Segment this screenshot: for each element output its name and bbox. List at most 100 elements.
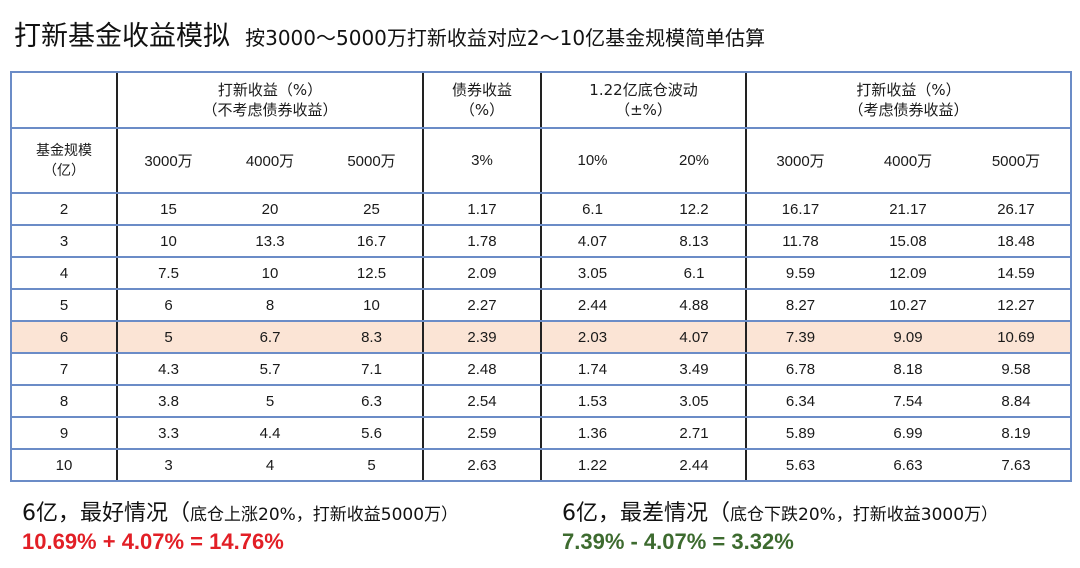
- best-case-equation: 10.69% + 4.07% = 14.76%: [22, 529, 284, 554]
- cell: 4.07: [643, 320, 746, 354]
- cell: 4: [219, 448, 321, 482]
- cell: 8.84: [962, 384, 1072, 418]
- cell-size: 2: [10, 192, 117, 226]
- table-row: 2 15 20 25 1.17 6.1 12.2 16.17 21.17 26.…: [10, 192, 1072, 226]
- cell: 7.5: [116, 256, 219, 290]
- cell: 8.18: [854, 352, 962, 386]
- cell: 8.13: [643, 224, 746, 258]
- cell: 3.3: [116, 416, 219, 450]
- cell: 15: [116, 192, 219, 226]
- cell: 3.05: [643, 384, 746, 418]
- cell: 2.03: [540, 320, 643, 354]
- subheader-total-4000: 4000万: [854, 127, 962, 194]
- cell: 9.59: [745, 256, 854, 290]
- title-main: 打新基金收益模拟: [14, 21, 230, 52]
- cell: 12.5: [321, 256, 423, 290]
- cell-size: 10: [10, 448, 117, 482]
- cell: 5: [321, 448, 423, 482]
- subheader-total-5000: 5000万: [962, 127, 1072, 194]
- cell: 6.1: [540, 192, 643, 226]
- cell: 2.44: [643, 448, 746, 482]
- cell: 4.3: [116, 352, 219, 386]
- cell: 1.36: [540, 416, 643, 450]
- cell: 18.48: [962, 224, 1072, 258]
- cell: 1.53: [540, 384, 643, 418]
- cell: 4.4: [219, 416, 321, 450]
- cell: 12.2: [643, 192, 746, 226]
- cell: 6.1: [643, 256, 746, 290]
- page-title: 打新基金收益模拟 按3000～5000万打新收益对应2～10亿基金规模简单估算: [14, 14, 765, 54]
- subheader-ipo-4000: 4000万: [219, 127, 321, 194]
- cell: 4.07: [540, 224, 643, 258]
- cell: 10: [219, 256, 321, 290]
- subheader-base-20pct: 20%: [643, 127, 746, 194]
- header-fund-size: 基金规模 （亿）: [10, 127, 117, 194]
- table-row: 8 3.8 5 6.3 2.54 1.53 3.05 6.34 7.54 8.8…: [10, 384, 1072, 418]
- cell: 7.63: [962, 448, 1072, 482]
- cell: 16.7: [321, 224, 423, 258]
- title-subtitle: 按3000～5000万打新收益对应2～10亿基金规模简单估算: [245, 26, 766, 50]
- cell: 15.08: [854, 224, 962, 258]
- worst-case-heading: 6亿，最差情况（底仓下跌20%，打新收益3000万）: [562, 501, 999, 526]
- worst-case-equation: 7.39% - 4.07% = 3.32%: [562, 529, 794, 554]
- cell: 2.27: [422, 288, 541, 322]
- subheader-ipo-3000: 3000万: [116, 127, 219, 194]
- corner-cell: [10, 71, 117, 129]
- cell: 5.63: [745, 448, 854, 482]
- cell: 10: [321, 288, 423, 322]
- cell: 2.39: [422, 320, 541, 354]
- cell: 5.7: [219, 352, 321, 386]
- cell: 6.7: [219, 320, 321, 354]
- cell: 3.8: [116, 384, 219, 418]
- cell: 4.88: [643, 288, 746, 322]
- cell: 20: [219, 192, 321, 226]
- cell: 2.44: [540, 288, 643, 322]
- table-row-highlighted: 6 5 6.7 8.3 2.39 2.03 4.07 7.39 9.09 10.…: [10, 320, 1072, 354]
- cell: 8.3: [321, 320, 423, 354]
- subheader-bond-3pct: 3%: [422, 127, 541, 194]
- cell-size: 6: [10, 320, 117, 354]
- header-base-volatility: 1.22亿底仓波动 （±%）: [540, 71, 746, 129]
- cell: 5: [116, 320, 219, 354]
- cell: 5.89: [745, 416, 854, 450]
- cell: 10.69: [962, 320, 1072, 354]
- cell: 7.1: [321, 352, 423, 386]
- worst-case-note: 6亿，最差情况（底仓下跌20%，打新收益3000万） 7.39% - 4.07%…: [562, 495, 998, 555]
- cell: 26.17: [962, 192, 1072, 226]
- cell: 1.22: [540, 448, 643, 482]
- cell-size: 3: [10, 224, 117, 258]
- cell: 7.39: [745, 320, 854, 354]
- table-row: 3 10 13.3 16.7 1.78 4.07 8.13 11.78 15.0…: [10, 224, 1072, 258]
- cell: 12.09: [854, 256, 962, 290]
- cell: 2.63: [422, 448, 541, 482]
- cell: 8.19: [962, 416, 1072, 450]
- best-case-heading: 6亿，最好情况（底仓上涨20%，打新收益5000万）: [22, 501, 459, 526]
- header-ipo-no-bond: 打新收益（%） （不考虑债券收益）: [116, 71, 423, 129]
- cell: 2.09: [422, 256, 541, 290]
- cell: 8: [219, 288, 321, 322]
- cell: 9.58: [962, 352, 1072, 386]
- cell: 7.54: [854, 384, 962, 418]
- cell: 6: [116, 288, 219, 322]
- subheader-base-10pct: 10%: [540, 127, 643, 194]
- cell: 3: [116, 448, 219, 482]
- cell: 10: [116, 224, 219, 258]
- cell: 2.59: [422, 416, 541, 450]
- cell: 1.78: [422, 224, 541, 258]
- subheader-ipo-5000: 5000万: [321, 127, 423, 194]
- cell: 3.05: [540, 256, 643, 290]
- group-header-row: 打新收益（%） （不考虑债券收益） 债券收益 （%） 1.22亿底仓波动 （±%…: [10, 71, 1072, 129]
- ipo-fund-return-table: 打新收益（%） （不考虑债券收益） 债券收益 （%） 1.22亿底仓波动 （±%…: [10, 71, 1072, 482]
- cell: 6.63: [854, 448, 962, 482]
- cell: 6.99: [854, 416, 962, 450]
- cell-size: 7: [10, 352, 117, 386]
- header-ipo-with-bond: 打新收益（%） （考虑债券收益）: [745, 71, 1072, 129]
- table-row: 5 6 8 10 2.27 2.44 4.88 8.27 10.27 12.27: [10, 288, 1072, 322]
- header-bond: 债券收益 （%）: [422, 71, 541, 129]
- cell: 3.49: [643, 352, 746, 386]
- cell: 6.34: [745, 384, 854, 418]
- table-row: 4 7.5 10 12.5 2.09 3.05 6.1 9.59 12.09 1…: [10, 256, 1072, 290]
- cell-size: 8: [10, 384, 117, 418]
- cell: 11.78: [745, 224, 854, 258]
- best-case-note: 6亿，最好情况（底仓上涨20%，打新收益5000万） 10.69% + 4.07…: [22, 495, 458, 555]
